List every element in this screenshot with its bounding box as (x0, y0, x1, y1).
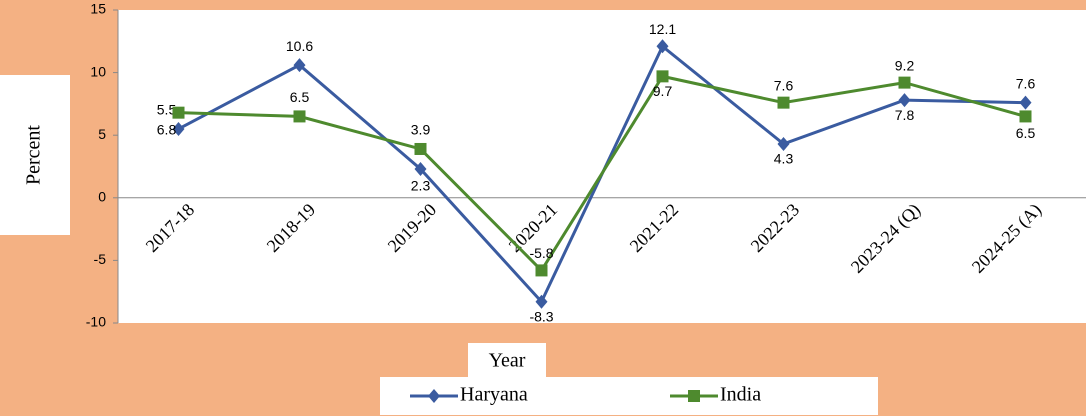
data-label: 7.8 (895, 107, 915, 123)
line (178, 74, 1026, 273)
y-tick-label: 15 (90, 1, 106, 17)
y-tick-label: 0 (98, 189, 106, 205)
point (535, 264, 548, 277)
x-axis-label: Year (489, 350, 526, 372)
data-label: 10.6 (286, 38, 313, 54)
data-label: 6.8 (157, 121, 177, 137)
point (898, 93, 911, 108)
point (777, 96, 790, 109)
point (293, 110, 306, 123)
point (172, 106, 185, 119)
data-label: 7.6 (774, 77, 794, 93)
point (777, 136, 790, 151)
data-label: -8.3 (529, 308, 553, 324)
legend-label: Haryana (460, 384, 528, 406)
point (428, 389, 440, 403)
data-label: 3.9 (411, 122, 431, 138)
x-label-box (468, 343, 546, 377)
point (898, 76, 911, 89)
plot-area (118, 10, 1086, 323)
legend-box (380, 377, 878, 415)
data-label: 7.6 (1016, 75, 1036, 91)
y-label-box (0, 75, 70, 235)
point (1019, 95, 1032, 110)
y-tick-label: -10 (86, 314, 106, 330)
data-label: 9.7 (653, 83, 673, 99)
point (414, 142, 427, 155)
data-label: 6.5 (1016, 125, 1036, 141)
point (172, 121, 185, 136)
data-label: 5.5 (157, 102, 177, 118)
point (1019, 110, 1032, 123)
point (293, 58, 306, 73)
y-tick-label: 5 (98, 126, 106, 142)
data-label: 12.1 (649, 21, 676, 37)
point (688, 390, 700, 402)
point (535, 294, 548, 309)
point (656, 70, 669, 83)
data-label: -5.8 (529, 245, 553, 261)
point (414, 162, 427, 177)
y-tick-label: 10 (90, 63, 106, 79)
y-axis-label: Percent (23, 125, 45, 185)
data-label: 2.3 (411, 178, 431, 194)
data-label: 4.3 (774, 151, 794, 167)
data-label: 6.5 (290, 89, 310, 105)
y-tick-label: -5 (94, 251, 107, 267)
point (656, 39, 669, 54)
legend-label: India (720, 384, 761, 406)
data-label: 9.2 (895, 57, 915, 73)
